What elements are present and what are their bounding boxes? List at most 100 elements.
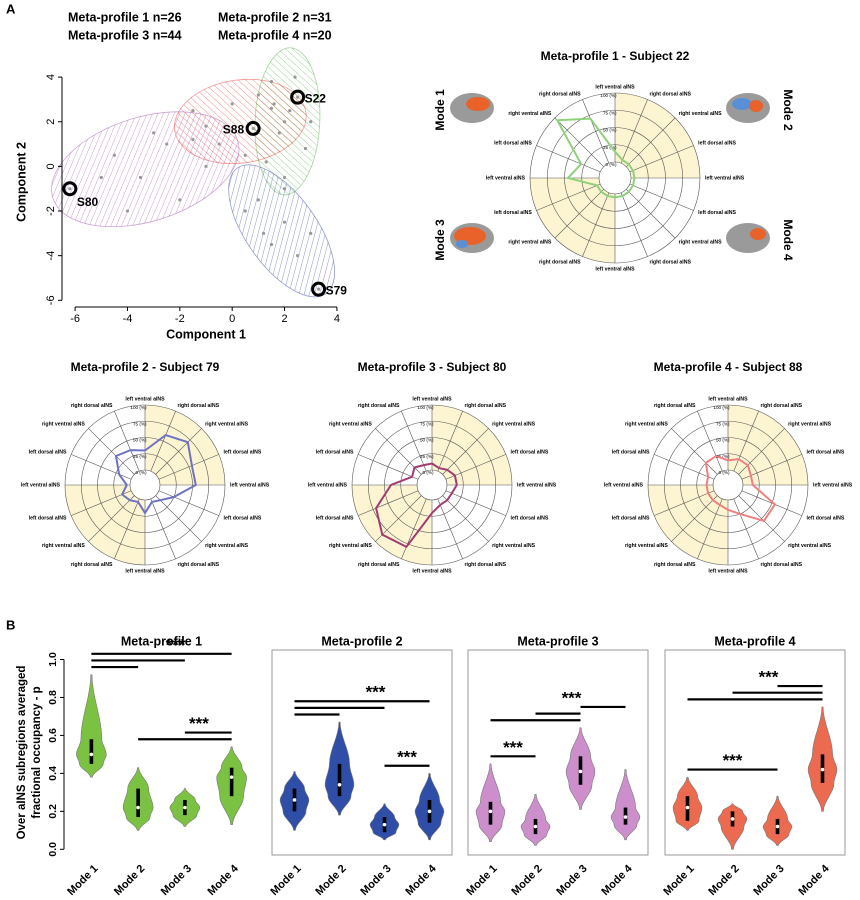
- highlight-label: S79: [326, 283, 348, 297]
- mode-label: Mode 1: [433, 89, 447, 131]
- violin-median: [337, 782, 342, 787]
- x-tick-label: Mode 4: [206, 862, 242, 898]
- axis-label: left ventral aINS: [412, 568, 452, 574]
- spoke: [401, 498, 427, 560]
- axis-label: left ventral aINS: [595, 266, 635, 272]
- y-axis-label: Over aINS subregions averaged: [16, 666, 28, 840]
- data-point: [217, 142, 221, 146]
- data-point: [138, 175, 143, 180]
- axis-label: left ventral aINS: [705, 175, 745, 181]
- axis-label: right ventral aINS: [788, 422, 831, 428]
- highlight-label: S80: [77, 195, 99, 209]
- axis-label: left dorsal aINS: [29, 449, 67, 455]
- axis-label: left dorsal aINS: [29, 515, 67, 521]
- violin-body: [717, 803, 748, 850]
- axis-label: left ventral aINS: [813, 482, 853, 488]
- spoke: [671, 495, 718, 542]
- violin-median: [229, 775, 234, 779]
- x-tick-label: -4: [123, 313, 133, 325]
- r-tick-label: 0 (%): [136, 470, 147, 475]
- axis-label: right dorsal aINS: [654, 403, 696, 409]
- spoke: [357, 454, 419, 480]
- violin-box: [337, 763, 342, 797]
- y-tick-label: 2: [45, 119, 57, 125]
- spoke: [653, 490, 715, 516]
- x-tick-label: Mode 1: [268, 863, 303, 898]
- significance-label: ***: [562, 688, 582, 707]
- violin-box: [136, 788, 140, 818]
- r-tick-label: 0 (%): [423, 470, 434, 475]
- r-tick-label: 50 (%): [420, 438, 434, 443]
- axis-label: right dorsal aINS: [649, 259, 691, 265]
- spoke: [88, 428, 135, 475]
- r-tick-label: 100 (%): [417, 405, 434, 410]
- data-point: [293, 75, 297, 79]
- legend-entry: Meta-profile 3 n=44: [68, 28, 182, 42]
- data-point: [316, 287, 321, 291]
- axis-label: right ventral aINS: [329, 543, 372, 549]
- axis-label: left dorsal aINS: [698, 210, 736, 216]
- x-tick-label: -2: [175, 313, 185, 325]
- data-point: [99, 175, 103, 180]
- y-tick-label: 0.2: [47, 804, 59, 819]
- data-point: [282, 175, 287, 180]
- chart-title: Meta-profile 1: [121, 634, 202, 648]
- r-tick-label: 50 (%): [133, 438, 147, 443]
- data-point: [125, 209, 130, 213]
- violin-median: [578, 769, 583, 774]
- data-point: [204, 164, 208, 168]
- x-tick-label: Mode 3: [159, 863, 194, 898]
- spoke: [158, 454, 220, 480]
- axis-label: left ventral aINS: [517, 482, 557, 488]
- chart-title: Meta-profile 2 - Subject 79: [71, 360, 220, 374]
- axis-label: right dorsal aINS: [539, 91, 581, 97]
- x-tick-label: Mode 3: [358, 863, 393, 898]
- axis-label: left ventral aINS: [595, 84, 635, 90]
- violin-median: [533, 824, 538, 829]
- spoke: [357, 490, 419, 516]
- axis-label: right ventral aINS: [508, 111, 551, 117]
- data-point: [272, 102, 276, 106]
- axis-label: right ventral aINS: [679, 240, 722, 246]
- x-tick-label: 4: [334, 313, 340, 325]
- legend-entry: Meta-profile 1 n=26: [68, 10, 182, 24]
- data-point: [243, 209, 247, 213]
- data-point: [251, 126, 255, 131]
- axis-label: left dorsal aINS: [511, 515, 549, 521]
- r-tick-label: 25 (%): [133, 454, 147, 459]
- mode-label: Mode 2: [781, 89, 795, 131]
- significance-label: ***: [366, 683, 386, 702]
- data-point: [112, 153, 116, 157]
- violin-body: [76, 674, 107, 778]
- highlight-label: S22: [305, 91, 327, 105]
- axis-label: left dorsal aINS: [511, 449, 549, 455]
- violin-median: [488, 809, 493, 814]
- highlight-marker: [62, 181, 78, 197]
- violin-median: [89, 752, 94, 757]
- r-tick-label: 75 (%): [133, 421, 147, 426]
- x-tick-label: -6: [70, 313, 80, 325]
- axis-label: left ventral aINS: [125, 396, 165, 402]
- significance-label: ***: [759, 668, 779, 687]
- profile-line: [375, 462, 458, 549]
- axis-label: right ventral aINS: [205, 543, 248, 549]
- axis-label: right ventral aINS: [492, 422, 535, 428]
- axis-label: right dorsal aINS: [358, 562, 400, 568]
- data-point: [288, 108, 292, 113]
- spoke: [114, 410, 140, 472]
- spoke: [582, 99, 610, 164]
- spoke: [738, 495, 785, 542]
- spoke: [554, 189, 604, 239]
- axis-label: right dorsal aINS: [649, 91, 691, 97]
- legend-entry: Meta-profile 2 n=31: [218, 10, 332, 24]
- chart-title: Meta-profile 3: [517, 634, 598, 648]
- axis-label: left ventral aINS: [486, 175, 526, 181]
- mode-label: Mode 3: [433, 219, 447, 261]
- x-tick-label: Mode 3: [554, 863, 589, 898]
- r-tick-label: 25 (%): [420, 454, 434, 459]
- axis-label: left dorsal aINS: [612, 515, 650, 521]
- axis-label: left dorsal aINS: [316, 515, 354, 521]
- x-tick-label: Mode 4: [403, 862, 439, 898]
- spoke: [741, 454, 803, 480]
- spoke: [620, 192, 648, 257]
